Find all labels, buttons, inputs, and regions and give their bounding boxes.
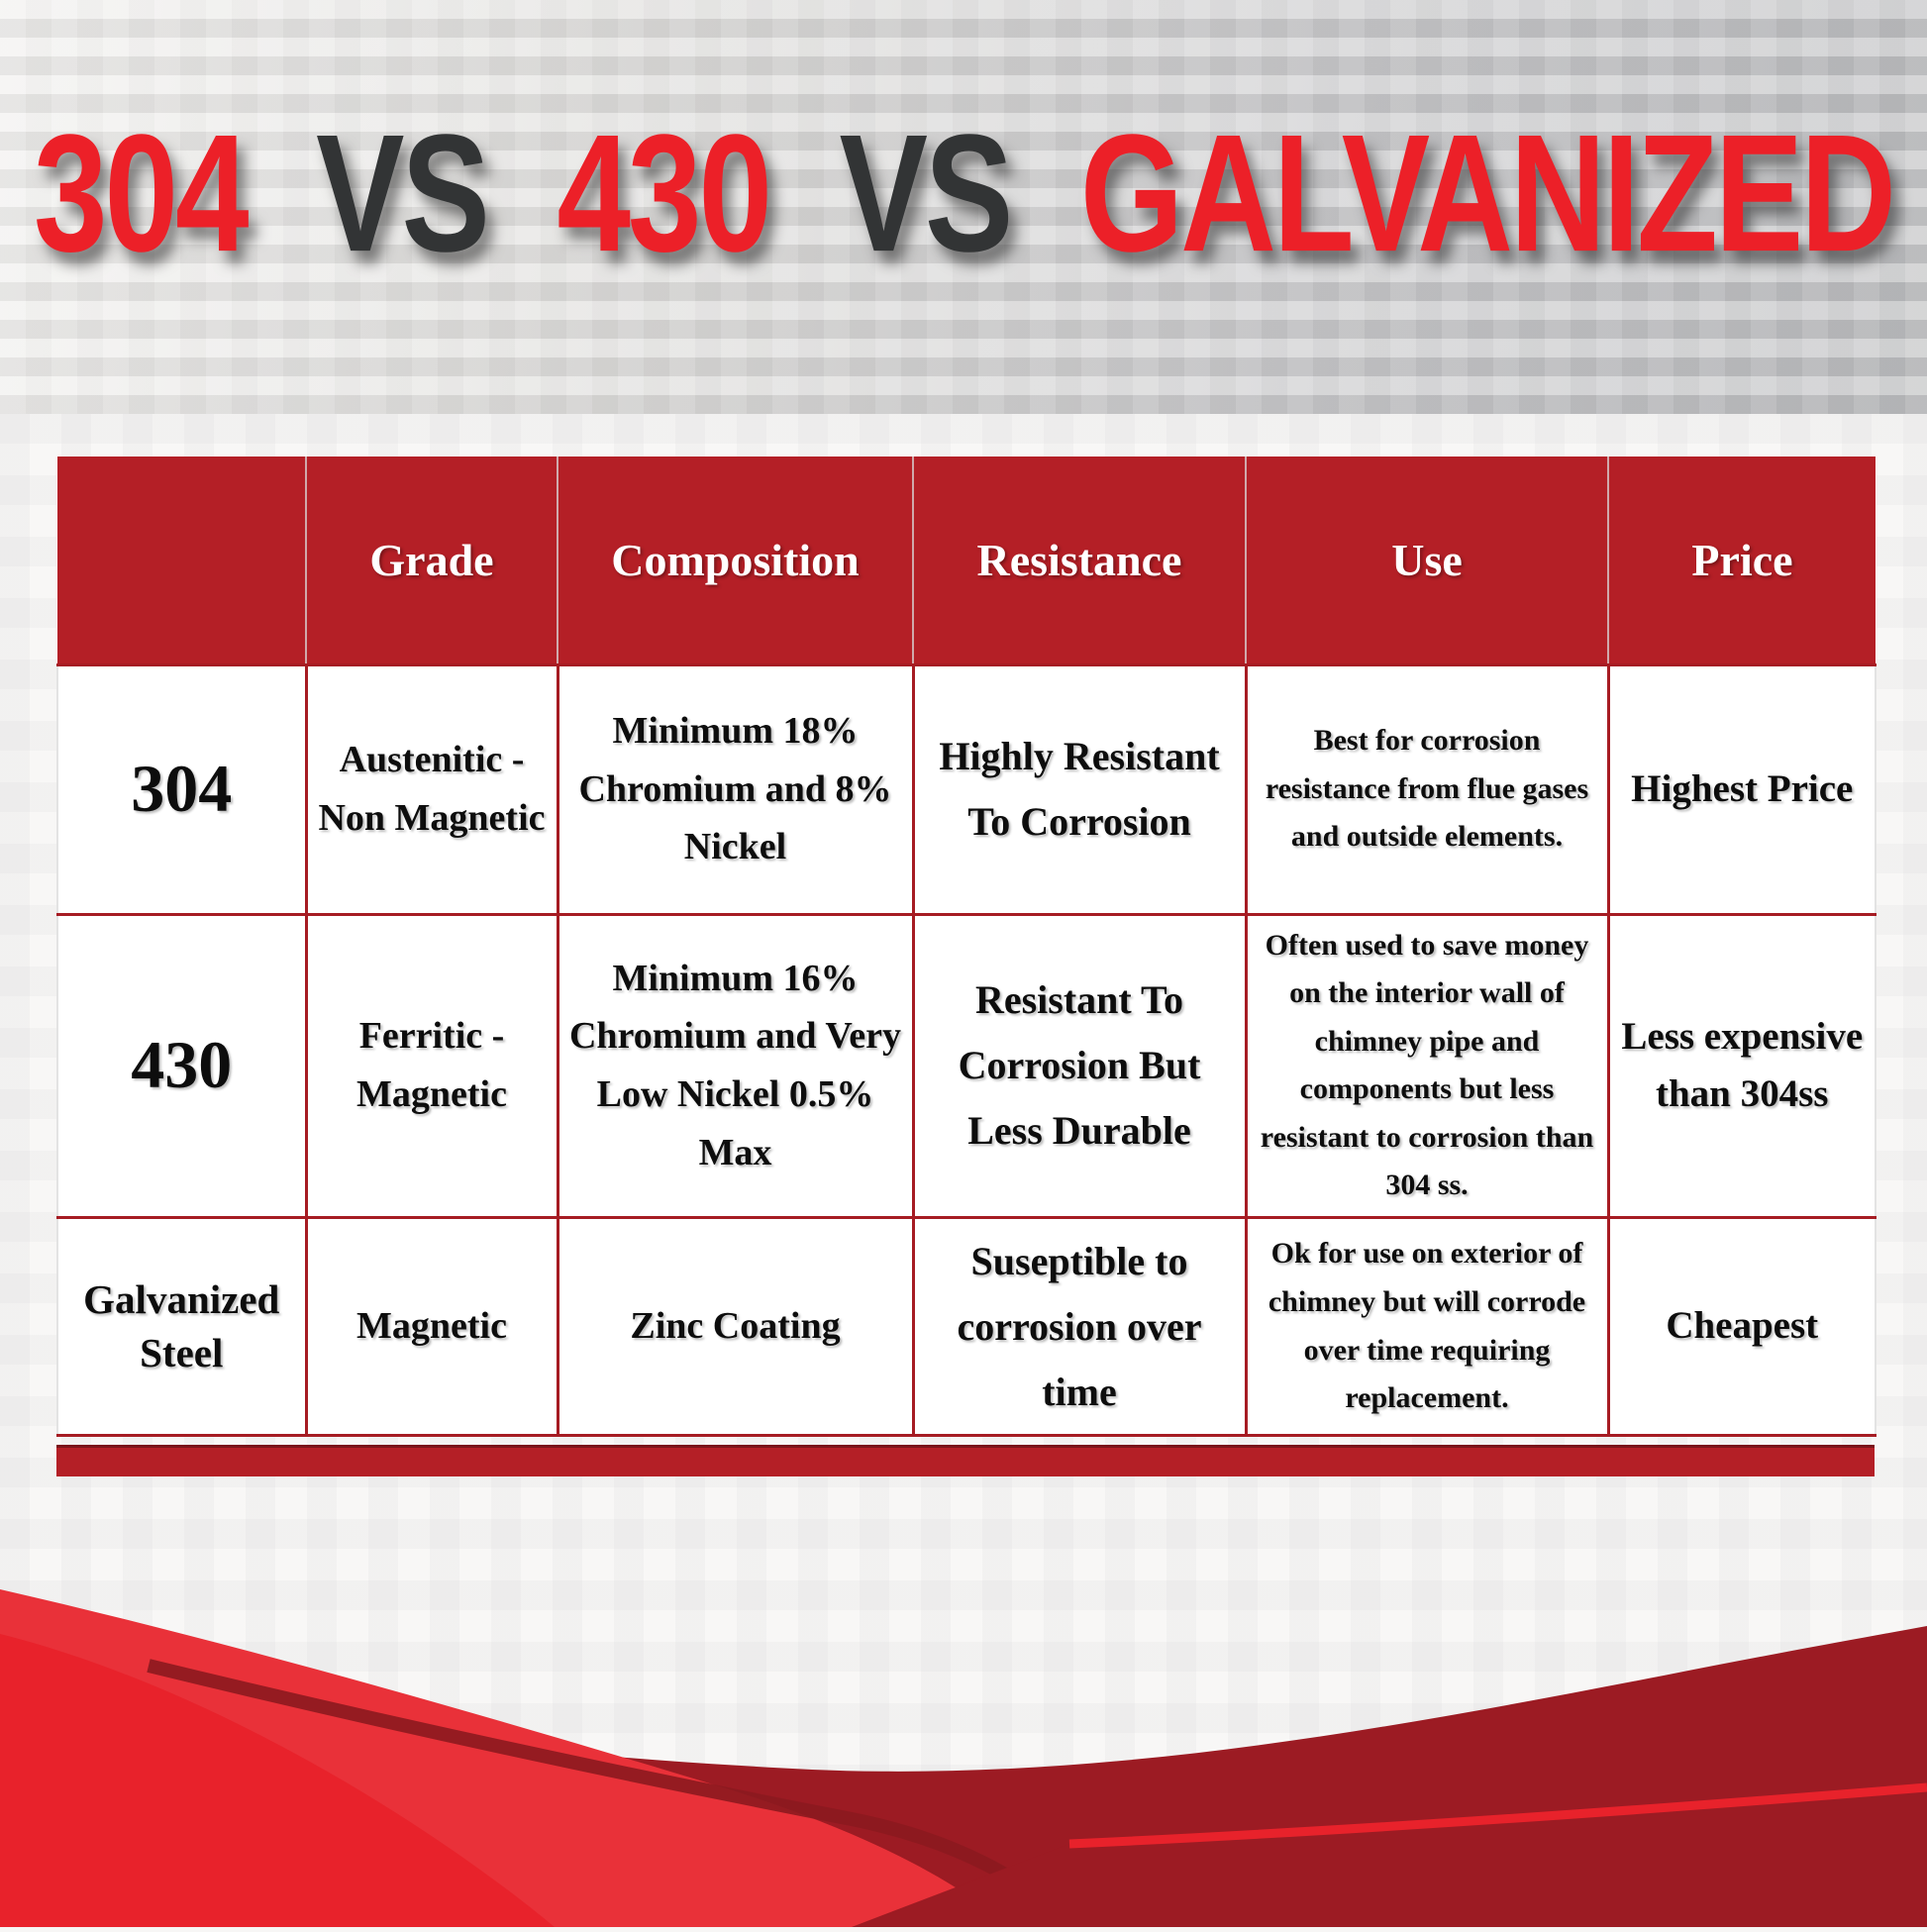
wave-light-streak [0, 1589, 1010, 1927]
header-band [0, 0, 1927, 414]
wave-decoration [0, 1515, 1927, 1927]
table-row-galvanized: Galvanized Steel Magnetic Zinc Coating S… [56, 1216, 1876, 1438]
title-part-vs-2: VS [839, 100, 1014, 287]
use-cell-304: Best for corrosion resistance from flue … [1244, 662, 1610, 916]
title-part-galvanized: GALVANIZED [1079, 100, 1896, 287]
grade-cell-galvanized: Magnetic [304, 1216, 559, 1438]
grade-cell-304: Austenitic - Non Magnetic [304, 662, 559, 916]
table-header-row: Grade Composition Resistance Use Price [57, 457, 1876, 666]
resistance-cell-galvanized: Suseptible to corrosion over time [911, 1216, 1248, 1438]
wave-bright-sweep [0, 1589, 1010, 1927]
price-cell-430: Less expensive than 304ss [1606, 912, 1876, 1220]
composition-cell-304: Minimum 18% Chromium and 8% Nickel [556, 662, 915, 916]
wave-maroon-edge [147, 1659, 1045, 1902]
wave-dark-wedge [852, 1787, 1927, 1927]
header-cell-resistance: Resistance [912, 457, 1247, 666]
wave-bright-arc [1068, 1782, 1927, 1849]
row-label-galvanized: Galvanized Steel [56, 1216, 308, 1438]
grade-cell-430: Ferritic - Magnetic [304, 912, 559, 1220]
title-part-vs-1: VS [316, 100, 490, 287]
row-label-304: 304 [56, 662, 308, 916]
composition-cell-galvanized: Zinc Coating [556, 1216, 915, 1438]
header-cell-grade: Grade [305, 457, 558, 666]
header-cell-composition: Composition [557, 457, 914, 666]
use-cell-galvanized: Ok for use on exterior of chimney but wi… [1244, 1216, 1610, 1438]
use-cell-430: Often used to save money on the interior… [1244, 912, 1610, 1220]
price-cell-304: Highest Price [1606, 662, 1876, 916]
header-cell-price: Price [1607, 457, 1876, 666]
table-row-430: 430 Ferritic - Magnetic Minimum 16% Chro… [56, 912, 1876, 1220]
composition-cell-430: Minimum 16% Chromium and Very Low Nickel… [556, 912, 915, 1220]
wave-svg [0, 1589, 1927, 1927]
header-cell-blank [57, 457, 307, 666]
title-part-304: 304 [34, 100, 250, 287]
row-label-430: 430 [56, 912, 308, 1220]
resistance-cell-430: Resistant To Corrosion But Less Durable [911, 912, 1248, 1220]
title-part-430: 430 [557, 100, 772, 287]
table-footer-bar [56, 1445, 1875, 1476]
comparison-table: Grade Composition Resistance Use Price 3… [56, 457, 1876, 1438]
table-row-304: 304 Austenitic - Non Magnetic Minimum 18… [56, 662, 1876, 916]
resistance-cell-304: Highly Resistant To Corrosion [911, 662, 1248, 916]
page-title: 304 VS 430 VS GALVANIZED [0, 100, 1927, 287]
header-cell-use: Use [1245, 457, 1609, 666]
price-cell-galvanized: Cheapest [1606, 1216, 1876, 1438]
